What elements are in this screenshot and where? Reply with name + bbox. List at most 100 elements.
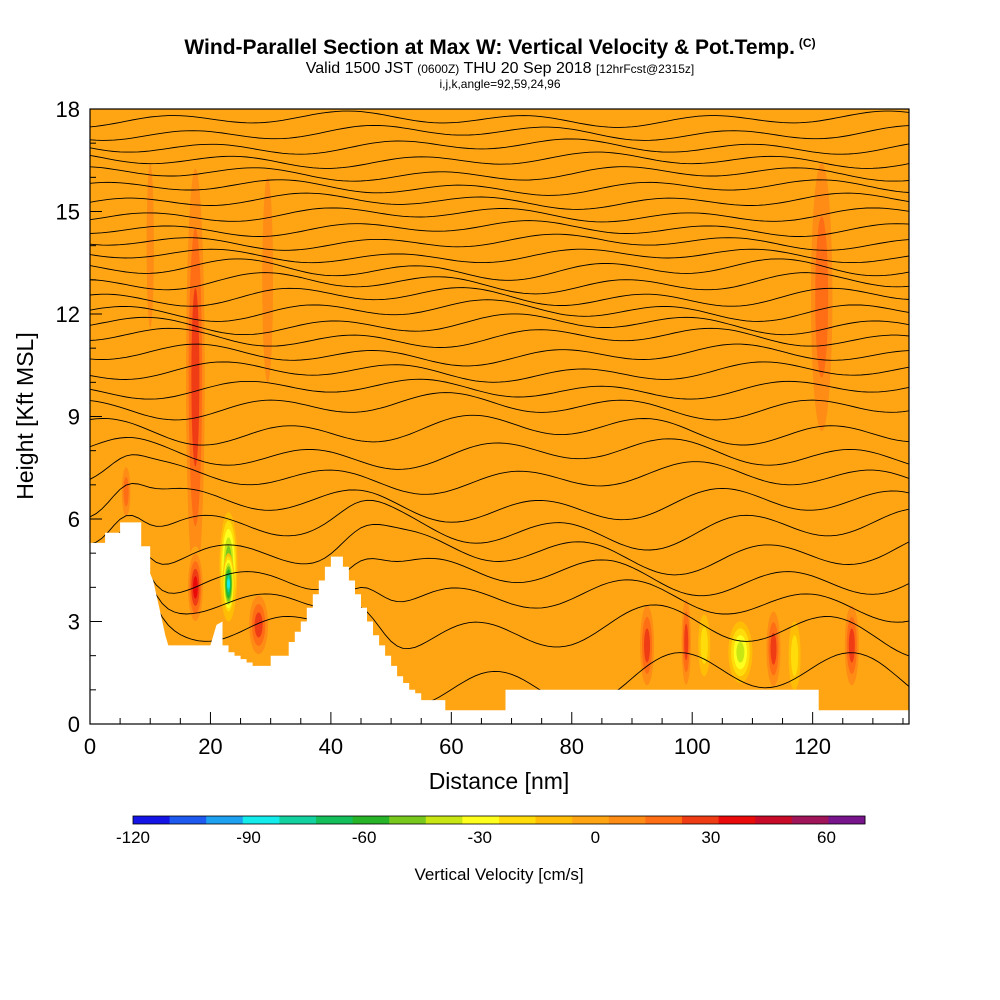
forecast-info: [12hrFcst@2315z] <box>595 62 695 76</box>
isentrope-line <box>90 110 909 128</box>
colorbar-swatch <box>791 816 829 824</box>
y-axis-title: Height [Kft MSL] <box>12 332 38 499</box>
updraft-level <box>191 287 200 467</box>
isentrope-line <box>90 534 909 597</box>
isentrope-line <box>90 125 909 141</box>
colorbar-tick-label: -30 <box>467 828 492 847</box>
x-tick-label: 80 <box>560 734 584 759</box>
colorbar-swatch <box>608 816 646 824</box>
updraft-cell <box>842 594 861 697</box>
isentrope-line <box>90 531 909 623</box>
colorbar-swatch <box>425 816 463 824</box>
colorbar-title: Vertical Velocity [cm/s] <box>414 865 583 884</box>
colorbar-swatch <box>499 816 537 824</box>
valid-date: THU 20 Sep 2018 <box>463 60 592 77</box>
valid-time: Valid 1500 JST <box>305 60 413 77</box>
x-tick-label: 0 <box>84 734 96 759</box>
colorbar-swatch <box>133 816 171 824</box>
updraft-cell <box>258 109 277 451</box>
updraft-cell <box>183 109 208 646</box>
downdraft-cell <box>728 621 753 683</box>
updraft-cell <box>806 109 837 485</box>
colorbar-tick-label: 30 <box>701 828 720 847</box>
plot-background <box>90 109 909 724</box>
updraft-level <box>644 628 651 663</box>
colorbar-swatch <box>279 816 317 824</box>
colorbar-swatch <box>462 816 500 824</box>
downdraft-level <box>227 579 231 589</box>
colorbar-swatch <box>206 816 244 824</box>
y-tick-label: 9 <box>68 405 80 430</box>
x-tick-label: 40 <box>319 734 343 759</box>
isentrope-line <box>90 533 909 657</box>
chart-title: Wind-Parallel Section at Max W: Vertical… <box>0 36 1000 60</box>
colorbar-swatch <box>352 816 390 824</box>
isentrope-line <box>90 151 909 169</box>
valid-utc: (0600Z) <box>417 62 460 76</box>
isentrope-line <box>90 392 909 421</box>
updraft-cell <box>638 594 657 697</box>
updraft-cell <box>246 587 271 663</box>
colorbar-swatch <box>316 816 354 824</box>
isentrope-line <box>90 299 909 322</box>
chart-subtitle: Valid 1500 JST (0600Z) THU 20 Sep 2018 [… <box>0 60 1000 78</box>
isentrope-line <box>90 437 909 470</box>
colorbar-tick-label: 60 <box>817 828 836 847</box>
downdraft-level <box>736 642 745 663</box>
y-tick-label: 3 <box>68 610 80 635</box>
updraft-cell <box>120 457 133 526</box>
updraft-level <box>815 216 829 378</box>
axes: 0 20 40 60 80 100 120 0 3 6 9 12 15 18 <box>56 97 904 759</box>
downdraft-level <box>700 626 708 664</box>
terrain <box>90 522 909 724</box>
section-params: i,j,k,angle=92,59,24,96 <box>439 77 561 91</box>
updraft-level <box>262 177 274 383</box>
colorbar: -120 -90 -60 -30 0 30 60 <box>116 815 866 847</box>
isentrope-line <box>90 313 909 336</box>
isentrope-line <box>90 523 909 576</box>
updraft-level <box>848 628 855 663</box>
colorbar-swatch <box>828 816 866 824</box>
updraft-level <box>123 477 129 507</box>
isentrope-line <box>90 207 909 223</box>
isentrope-contours <box>90 110 909 707</box>
updraft-level <box>254 612 263 638</box>
isentrope-line <box>90 483 909 523</box>
isentrope-line <box>90 258 909 281</box>
x-tick-label: 20 <box>198 734 222 759</box>
downdraft-cell <box>222 553 235 615</box>
chart-title-text: Wind-Parallel Section at Max W: Vertical… <box>184 36 795 59</box>
colorbar-tick-label: -60 <box>352 828 377 847</box>
colorbar-swatch <box>242 816 280 824</box>
isentrope-line <box>90 192 909 210</box>
x-tick-label: 100 <box>674 734 711 759</box>
y-tick-label: 12 <box>56 302 80 327</box>
isentrope-line <box>90 454 909 495</box>
x-tick-label: 60 <box>439 734 463 759</box>
isentrope-line <box>90 233 909 251</box>
isentrope-line <box>90 414 909 446</box>
colorbar-swatch <box>535 816 573 824</box>
isentrope-line <box>90 166 909 182</box>
y-tick-label: 15 <box>56 200 80 225</box>
y-tick-label: 0 <box>68 712 80 737</box>
isentrope-line <box>90 248 909 264</box>
updraft-cell <box>680 587 693 697</box>
downdraft-level <box>790 635 799 677</box>
isentrope-line <box>90 179 909 196</box>
colorbar-tick-label: 0 <box>591 828 600 847</box>
downdraft-cell <box>788 621 801 690</box>
downdraft-cell <box>698 614 711 677</box>
colorbar-swatch <box>169 816 207 824</box>
isentrope-line <box>90 327 909 348</box>
isentrope-line <box>90 272 909 295</box>
colorbar-swatch <box>682 816 720 824</box>
y-tick-label: 6 <box>68 507 80 532</box>
isentrope-line <box>90 220 909 237</box>
isentrope-line <box>90 343 909 367</box>
x-axis-title: Distance [nm] <box>429 768 570 794</box>
colorbar-swatch <box>645 816 683 824</box>
copyright-mark: (C) <box>798 36 816 50</box>
colorbar-swatch <box>572 816 610 824</box>
